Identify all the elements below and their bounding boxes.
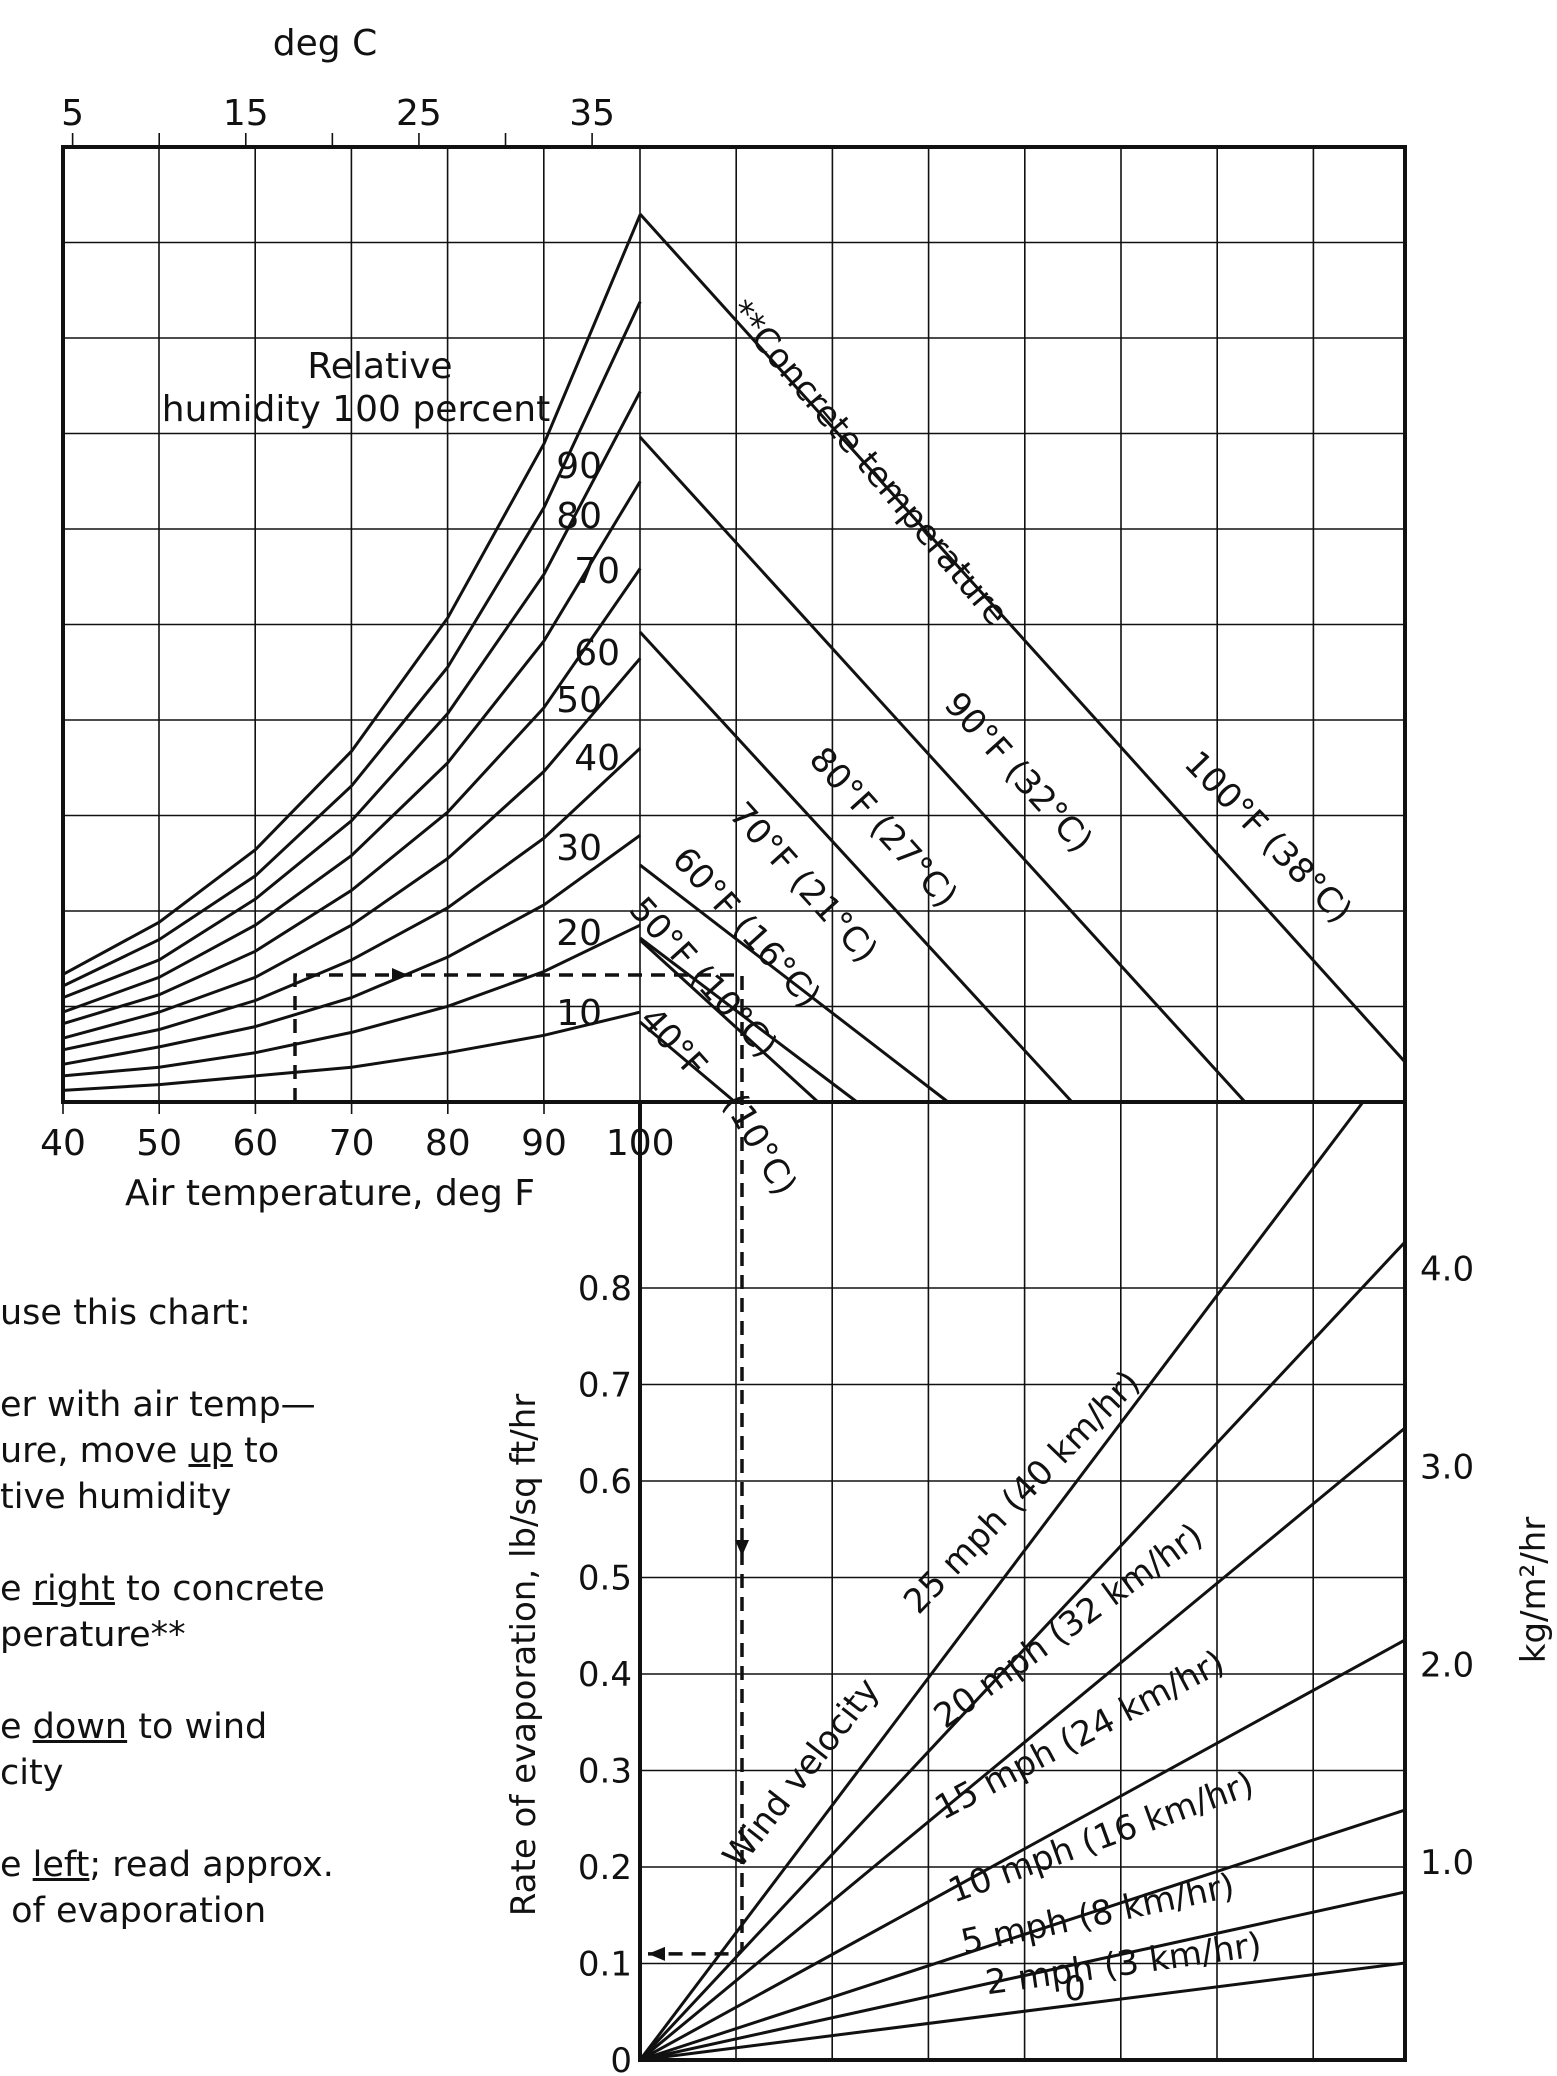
top-tick-label: 25 xyxy=(396,93,442,134)
y-tick-label: 0.6 xyxy=(578,1462,632,1502)
right-tick-label: 2.0 xyxy=(1420,1645,1474,1685)
right-tick-label: 1.0 xyxy=(1420,1843,1474,1883)
humidity-label-line1: Relative xyxy=(307,346,452,387)
humidity-curve-label: 60 xyxy=(574,633,620,674)
humidity-curve xyxy=(62,1010,641,1092)
y-tick-label: 0.2 xyxy=(578,1848,632,1888)
arrow-right xyxy=(392,968,408,982)
lower-frame xyxy=(638,1100,1407,2062)
humidity-curve-label: 40 xyxy=(574,738,620,779)
top-tick-label: 35 xyxy=(569,93,615,134)
humidity-curve xyxy=(62,214,642,976)
wind-line xyxy=(639,1808,1406,2062)
step2-line2: perature** xyxy=(0,1615,186,1655)
humidity-curve xyxy=(62,480,642,1014)
top-axis-label: deg C xyxy=(273,23,377,64)
concrete-line xyxy=(639,936,858,1104)
example-dashed-path xyxy=(293,973,744,1956)
chart-frames xyxy=(61,145,1407,2062)
concrete-line xyxy=(639,863,949,1104)
concrete-temperature-lines: 100°F (38°C)90°F (32°C)80°F (27°C)70°F (… xyxy=(621,212,1407,1202)
humidity-curve-label: 80 xyxy=(556,496,602,537)
wind-line xyxy=(639,1638,1406,2062)
concrete-line xyxy=(638,435,1247,1104)
y-tick-label: 0.1 xyxy=(578,1945,632,1985)
wind-line xyxy=(638,1240,1407,2062)
chart-labels: deg C Relative humidity 100 percent Air … xyxy=(125,23,1554,1916)
wind-line-label: 0 xyxy=(1064,1969,1086,2009)
concrete-line-label: 90°F (32°C) xyxy=(936,685,1100,861)
x-axis-label: Air temperature, deg F xyxy=(125,1173,535,1214)
step4-line1: e left; read approx. xyxy=(0,1845,334,1885)
concrete-line xyxy=(639,1020,736,1104)
humidity-curve xyxy=(62,567,642,1026)
wind-velocity-lines: 25 mph (40 km/hr)20 mph (32 km/hr)15 mph… xyxy=(638,1101,1407,2062)
wind-line xyxy=(639,1961,1406,2062)
concrete-line xyxy=(638,212,1407,1064)
humidity-curve xyxy=(62,833,642,1066)
humidity-curves: 90 80 70 60 50 40 30 20 10 xyxy=(62,214,642,1092)
right-axis-label: kg/m²/hr xyxy=(1514,1517,1554,1663)
humidity-curve-label: 90 xyxy=(556,446,602,487)
x-tick-label: 80 xyxy=(425,1123,471,1164)
y-axis-label: Rate of evaporation, lb/sq ft/hr xyxy=(504,1394,544,1916)
arrow-left xyxy=(648,1946,665,1961)
instructions: use this chart: er with air temp— ure, m… xyxy=(0,1290,430,1934)
x-tick-label: 40 xyxy=(40,1123,86,1164)
x-tick-label: 100 xyxy=(606,1123,675,1164)
x-tick-label: 70 xyxy=(329,1123,375,1164)
humidity-curve xyxy=(62,657,642,1040)
y-tick-label: 0 xyxy=(610,2041,632,2076)
humidity-curve xyxy=(62,923,641,1078)
step3-line2: city xyxy=(0,1753,64,1793)
y-tick-label: 0.5 xyxy=(578,1559,632,1599)
right-tick-label: 3.0 xyxy=(1420,1448,1474,1488)
concrete-line xyxy=(638,938,820,1104)
humidity-curve-label: 30 xyxy=(556,828,602,869)
step3-line1: e down to wind xyxy=(0,1707,268,1747)
top-tick-label: 5 xyxy=(61,93,84,134)
humidity-label-line2: humidity 100 percent xyxy=(162,389,550,430)
y-tick-label: 0.3 xyxy=(578,1752,632,1792)
instructions-heading: use this chart: xyxy=(0,1293,251,1333)
y-tick-label: 0.8 xyxy=(578,1269,632,1309)
upper-grid xyxy=(63,147,1405,1102)
humidity-curve-label: 70 xyxy=(574,551,620,592)
step2-line1: e right to concrete xyxy=(0,1569,325,1609)
x-tick-label: 90 xyxy=(521,1123,567,1164)
wind-line xyxy=(638,1101,1365,2061)
concrete-line xyxy=(638,630,1074,1104)
humidity-curve-label: 10 xyxy=(556,993,602,1034)
example-path xyxy=(293,968,749,1961)
humidity-curve xyxy=(62,390,642,999)
y-tick-label: 0.4 xyxy=(578,1655,632,1695)
lower-grid xyxy=(640,1102,1405,2060)
wind-line xyxy=(639,1426,1406,2062)
humidity-curve-label: 20 xyxy=(556,913,602,954)
step1-line1: er with air temp— xyxy=(0,1385,316,1425)
wind-line xyxy=(639,1890,1406,2062)
top-tick-label: 15 xyxy=(223,93,269,134)
humidity-curve xyxy=(62,747,642,1052)
concrete-temperature-title: **Concrete temperature xyxy=(721,292,1016,633)
step4-line2: of evaporation xyxy=(0,1891,267,1931)
right-tick-label: 4.0 xyxy=(1420,1250,1474,1290)
humidity-curve-label: 50 xyxy=(556,680,602,721)
x-tick-label: 60 xyxy=(232,1123,278,1164)
step1-line3: tive humidity xyxy=(0,1477,232,1517)
x-tick-label: 50 xyxy=(136,1123,182,1164)
humidity-curve xyxy=(62,300,642,988)
arrow-down xyxy=(735,1540,749,1556)
step1-line2: ure, move up to xyxy=(0,1431,280,1471)
y-tick-label: 0.7 xyxy=(578,1366,632,1406)
